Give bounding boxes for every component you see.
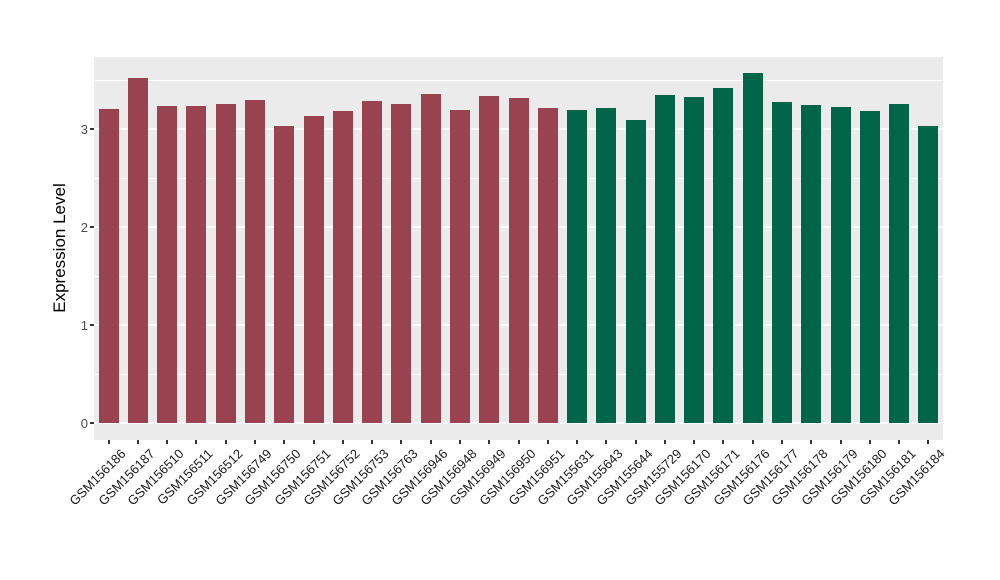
x-tickmark — [722, 440, 725, 444]
x-tickmark — [488, 440, 491, 444]
y-tick-label-3: 3 — [80, 122, 88, 137]
x-tickmark — [927, 440, 930, 444]
bar-GSM156186 — [98, 109, 119, 423]
bar-GSM156176 — [742, 73, 763, 423]
bar-GSM156948 — [449, 110, 470, 423]
x-tickmark — [458, 440, 461, 444]
y-tickmark — [90, 128, 94, 130]
y-axis: 0 1 2 3 — [0, 57, 88, 440]
x-tickmark — [341, 440, 344, 444]
bar-GSM156751 — [303, 116, 324, 423]
bar-GSM156177 — [771, 101, 792, 423]
bar-GSM156749 — [245, 99, 266, 423]
bar-GSM156763 — [391, 103, 412, 423]
y-tick-label-1: 1 — [80, 318, 88, 333]
bar-GSM156187 — [127, 78, 148, 423]
bar-GSM156512 — [215, 103, 236, 423]
x-tickmark — [166, 440, 169, 444]
y-tickmark — [90, 324, 94, 326]
bar-GSM156753 — [362, 100, 383, 423]
x-tickmark — [400, 440, 403, 444]
x-tickmark — [605, 440, 608, 444]
bar-GSM156752 — [332, 111, 353, 423]
x-tickmark — [634, 440, 637, 444]
x-tickmark — [283, 440, 286, 444]
bar-GSM155729 — [654, 94, 675, 423]
bar-GSM156511 — [186, 106, 207, 423]
bar-GSM156950 — [508, 97, 529, 423]
x-tickmark — [371, 440, 374, 444]
bar-GSM155644 — [625, 120, 646, 423]
x-tickmark — [136, 440, 139, 444]
x-tickmark — [107, 440, 110, 444]
minor-gridline — [94, 79, 943, 81]
x-tickmark — [429, 440, 432, 444]
bar-GSM155643 — [596, 108, 617, 423]
x-tickmark — [576, 440, 579, 444]
bar-GSM156170 — [684, 96, 705, 423]
y-tickmark — [90, 226, 94, 228]
plot-panel — [94, 57, 943, 440]
bar-GSM156951 — [537, 108, 558, 423]
bar-GSM156946 — [420, 93, 441, 423]
x-tickmark — [780, 440, 783, 444]
bar-GSM156184 — [918, 126, 939, 423]
bar-GSM155631 — [567, 110, 588, 423]
x-tickmark — [839, 440, 842, 444]
y-tickmark — [90, 422, 94, 424]
x-tickmark — [254, 440, 257, 444]
x-tickmark — [898, 440, 901, 444]
y-tick-label-0: 0 — [80, 416, 88, 431]
x-tickmark — [517, 440, 520, 444]
bar-GSM156178 — [801, 105, 822, 423]
bar-GSM156171 — [713, 87, 734, 423]
x-tickmark — [195, 440, 198, 444]
bar-GSM156180 — [859, 111, 880, 423]
x-tickmark — [693, 440, 696, 444]
bar-GSM156181 — [889, 103, 910, 423]
x-tickmark — [810, 440, 813, 444]
x-tickmark — [224, 440, 227, 444]
x-tickmark — [868, 440, 871, 444]
bar-GSM156750 — [274, 126, 295, 423]
bar-GSM156179 — [830, 107, 851, 423]
x-tickmark — [663, 440, 666, 444]
x-tickmark — [546, 440, 549, 444]
bar-GSM156510 — [157, 106, 178, 423]
bar-GSM156949 — [479, 95, 500, 423]
y-tick-label-2: 2 — [80, 220, 88, 235]
x-tickmark — [312, 440, 315, 444]
x-tickmark — [751, 440, 754, 444]
major-gridline — [94, 422, 943, 424]
